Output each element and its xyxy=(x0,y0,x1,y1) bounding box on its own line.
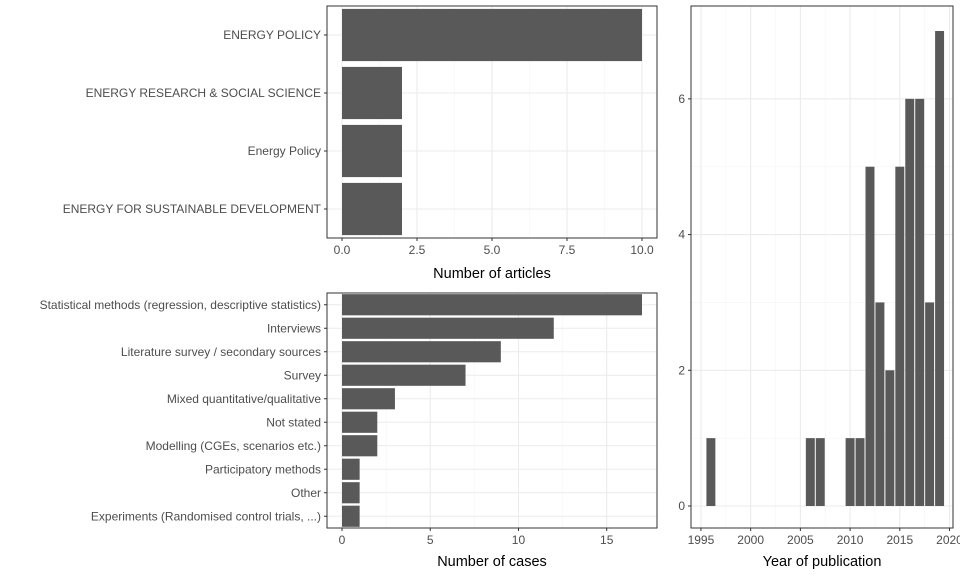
years-bar-2007 xyxy=(815,438,825,506)
panel-methods-chart: Statistical methods (regression, descrip… xyxy=(40,292,658,570)
methods-x-tick-label: 5 xyxy=(427,533,434,547)
methods-bar-modelling-cges-scenarios-etc xyxy=(342,435,378,457)
years-bar-2019 xyxy=(935,31,945,506)
methods-bar-survey xyxy=(342,364,466,386)
years-bar-2016 xyxy=(905,98,915,506)
journals-x-tick-label: 10.0 xyxy=(630,243,654,257)
years-x-axis-title: Year of publication xyxy=(763,554,882,570)
years-x-tick-label: 2000 xyxy=(737,533,764,547)
methods-y-tick-label: Modelling (CGEs, scenarios etc.) xyxy=(146,439,321,453)
journals-x-tick-label: 0.0 xyxy=(334,243,351,257)
years-y-tick-label: 6 xyxy=(678,92,685,106)
methods-bar-interviews xyxy=(342,317,554,339)
journals-y-tick-label: ENERGY POLICY xyxy=(223,28,321,42)
journals-x-tick-label: 2.5 xyxy=(409,243,426,257)
methods-bar-statistical-methods-regression-descriptive-statistics xyxy=(342,294,642,316)
journals-bar-energy-research-social-science xyxy=(342,66,402,120)
panel-year-chart: 0 2 4 6 1995 2000 2005 2010 2015 2020 Year of publ… xyxy=(678,5,960,570)
methods-panel-border xyxy=(326,292,658,529)
years-bar-2012 xyxy=(865,166,875,506)
years-bar-2011 xyxy=(855,438,865,506)
methods-bar-other xyxy=(342,482,360,504)
years-x-tick-label: 2015 xyxy=(886,533,913,547)
years-panel-border xyxy=(690,5,954,529)
methods-y-tick-label: Experiments (Randomised control trials, … xyxy=(91,509,321,523)
years-y-tick-label: 2 xyxy=(678,363,685,377)
journals-y-tick-label: Energy Policy xyxy=(248,144,321,158)
years-bar-1996 xyxy=(706,438,716,506)
years-x-tick-label: 2010 xyxy=(837,533,864,547)
years-y-tick-label: 4 xyxy=(678,228,685,242)
methods-x-tick-label: 10 xyxy=(512,533,526,547)
methods-bar-not-stated xyxy=(342,411,378,433)
journals-bar-energy-for-sustainable-development xyxy=(342,182,402,236)
journals-panel-border xyxy=(326,5,658,239)
journals-x-axis-title: Number of articles xyxy=(433,266,551,282)
years-y-tick-label: 0 xyxy=(678,499,685,513)
years-bar-2013 xyxy=(875,302,885,506)
years-bar-2014 xyxy=(885,370,895,506)
years-x-tick-label: 1995 xyxy=(688,533,715,547)
methods-y-tick-label: Mixed quantitative/qualitative xyxy=(167,392,321,406)
journals-x-tick-label: 7.5 xyxy=(559,243,576,257)
methods-y-tick-label: Not stated xyxy=(266,415,321,429)
methods-y-tick-label: Participatory methods xyxy=(205,462,321,476)
methods-x-tick-label: 0 xyxy=(339,533,346,547)
years-bar-2006 xyxy=(805,438,815,506)
methods-y-tick-label: Literature survey / secondary sources xyxy=(121,345,321,359)
years-bar-2018 xyxy=(925,302,935,506)
years-x-tick-label: 2020 xyxy=(936,533,960,547)
methods-x-tick-label: 15 xyxy=(600,533,614,547)
journals-y-tick-label: ENERGY RESEARCH & SOCIAL SCIENCE xyxy=(86,86,321,100)
methods-y-tick-label: Statistical methods (regression, descrip… xyxy=(40,298,321,312)
journals-y-tick-label: ENERGY FOR SUSTAINABLE DEVELOPMENT xyxy=(63,202,322,216)
years-bar-2010 xyxy=(845,438,855,506)
methods-bar-participatory-methods xyxy=(342,458,360,480)
years-bar-2015 xyxy=(895,166,905,506)
methods-bar-mixed-quantitative-qualitative xyxy=(342,388,395,410)
journals-bar-energy-policy xyxy=(342,8,642,62)
methods-y-tick-label: Other xyxy=(291,486,321,500)
journals-bar-energy-policy xyxy=(342,124,402,178)
methods-x-axis-title: Number of cases xyxy=(437,554,547,570)
methods-y-tick-label: Interviews xyxy=(267,321,321,335)
journals-x-tick-label: 5.0 xyxy=(484,243,501,257)
years-x-tick-label: 2005 xyxy=(787,533,814,547)
panel-journals-chart: ENERGY POLICY ENERGY RESEARCH & SOCIAL SC… xyxy=(63,5,658,282)
years-bar-2017 xyxy=(915,98,925,506)
methods-bar-literature-survey-secondary-sources xyxy=(342,341,501,363)
methods-bar-experiments-randomised-control-trials xyxy=(342,505,360,527)
methods-y-tick-label: Survey xyxy=(284,368,321,382)
